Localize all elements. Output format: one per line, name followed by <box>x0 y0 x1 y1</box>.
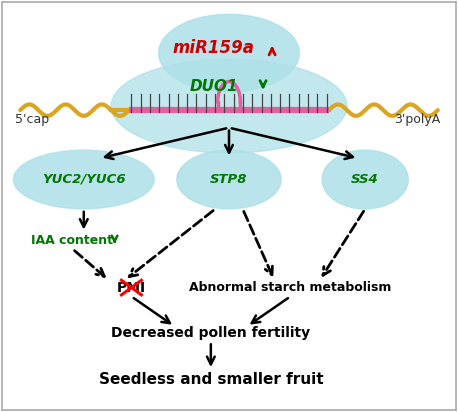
Text: 3'polyA: 3'polyA <box>394 113 441 126</box>
Text: STP8: STP8 <box>210 173 248 186</box>
Ellipse shape <box>177 150 281 209</box>
Ellipse shape <box>111 59 347 153</box>
Text: PMI: PMI <box>117 281 146 295</box>
Text: YUC2/YUC6: YUC2/YUC6 <box>42 173 125 186</box>
Text: Decreased pollen fertility: Decreased pollen fertility <box>111 326 311 340</box>
Ellipse shape <box>13 150 154 209</box>
Text: 5'cap: 5'cap <box>15 113 49 126</box>
Ellipse shape <box>322 150 408 209</box>
Text: SS4: SS4 <box>351 173 379 186</box>
Text: Seedless and smaller fruit: Seedless and smaller fruit <box>98 372 323 387</box>
Ellipse shape <box>158 14 300 92</box>
Text: IAA content: IAA content <box>32 234 114 247</box>
Text: DUO1: DUO1 <box>190 80 239 94</box>
Text: Abnormal starch metabolism: Abnormal starch metabolism <box>189 281 392 294</box>
Text: miR159a: miR159a <box>172 39 254 57</box>
